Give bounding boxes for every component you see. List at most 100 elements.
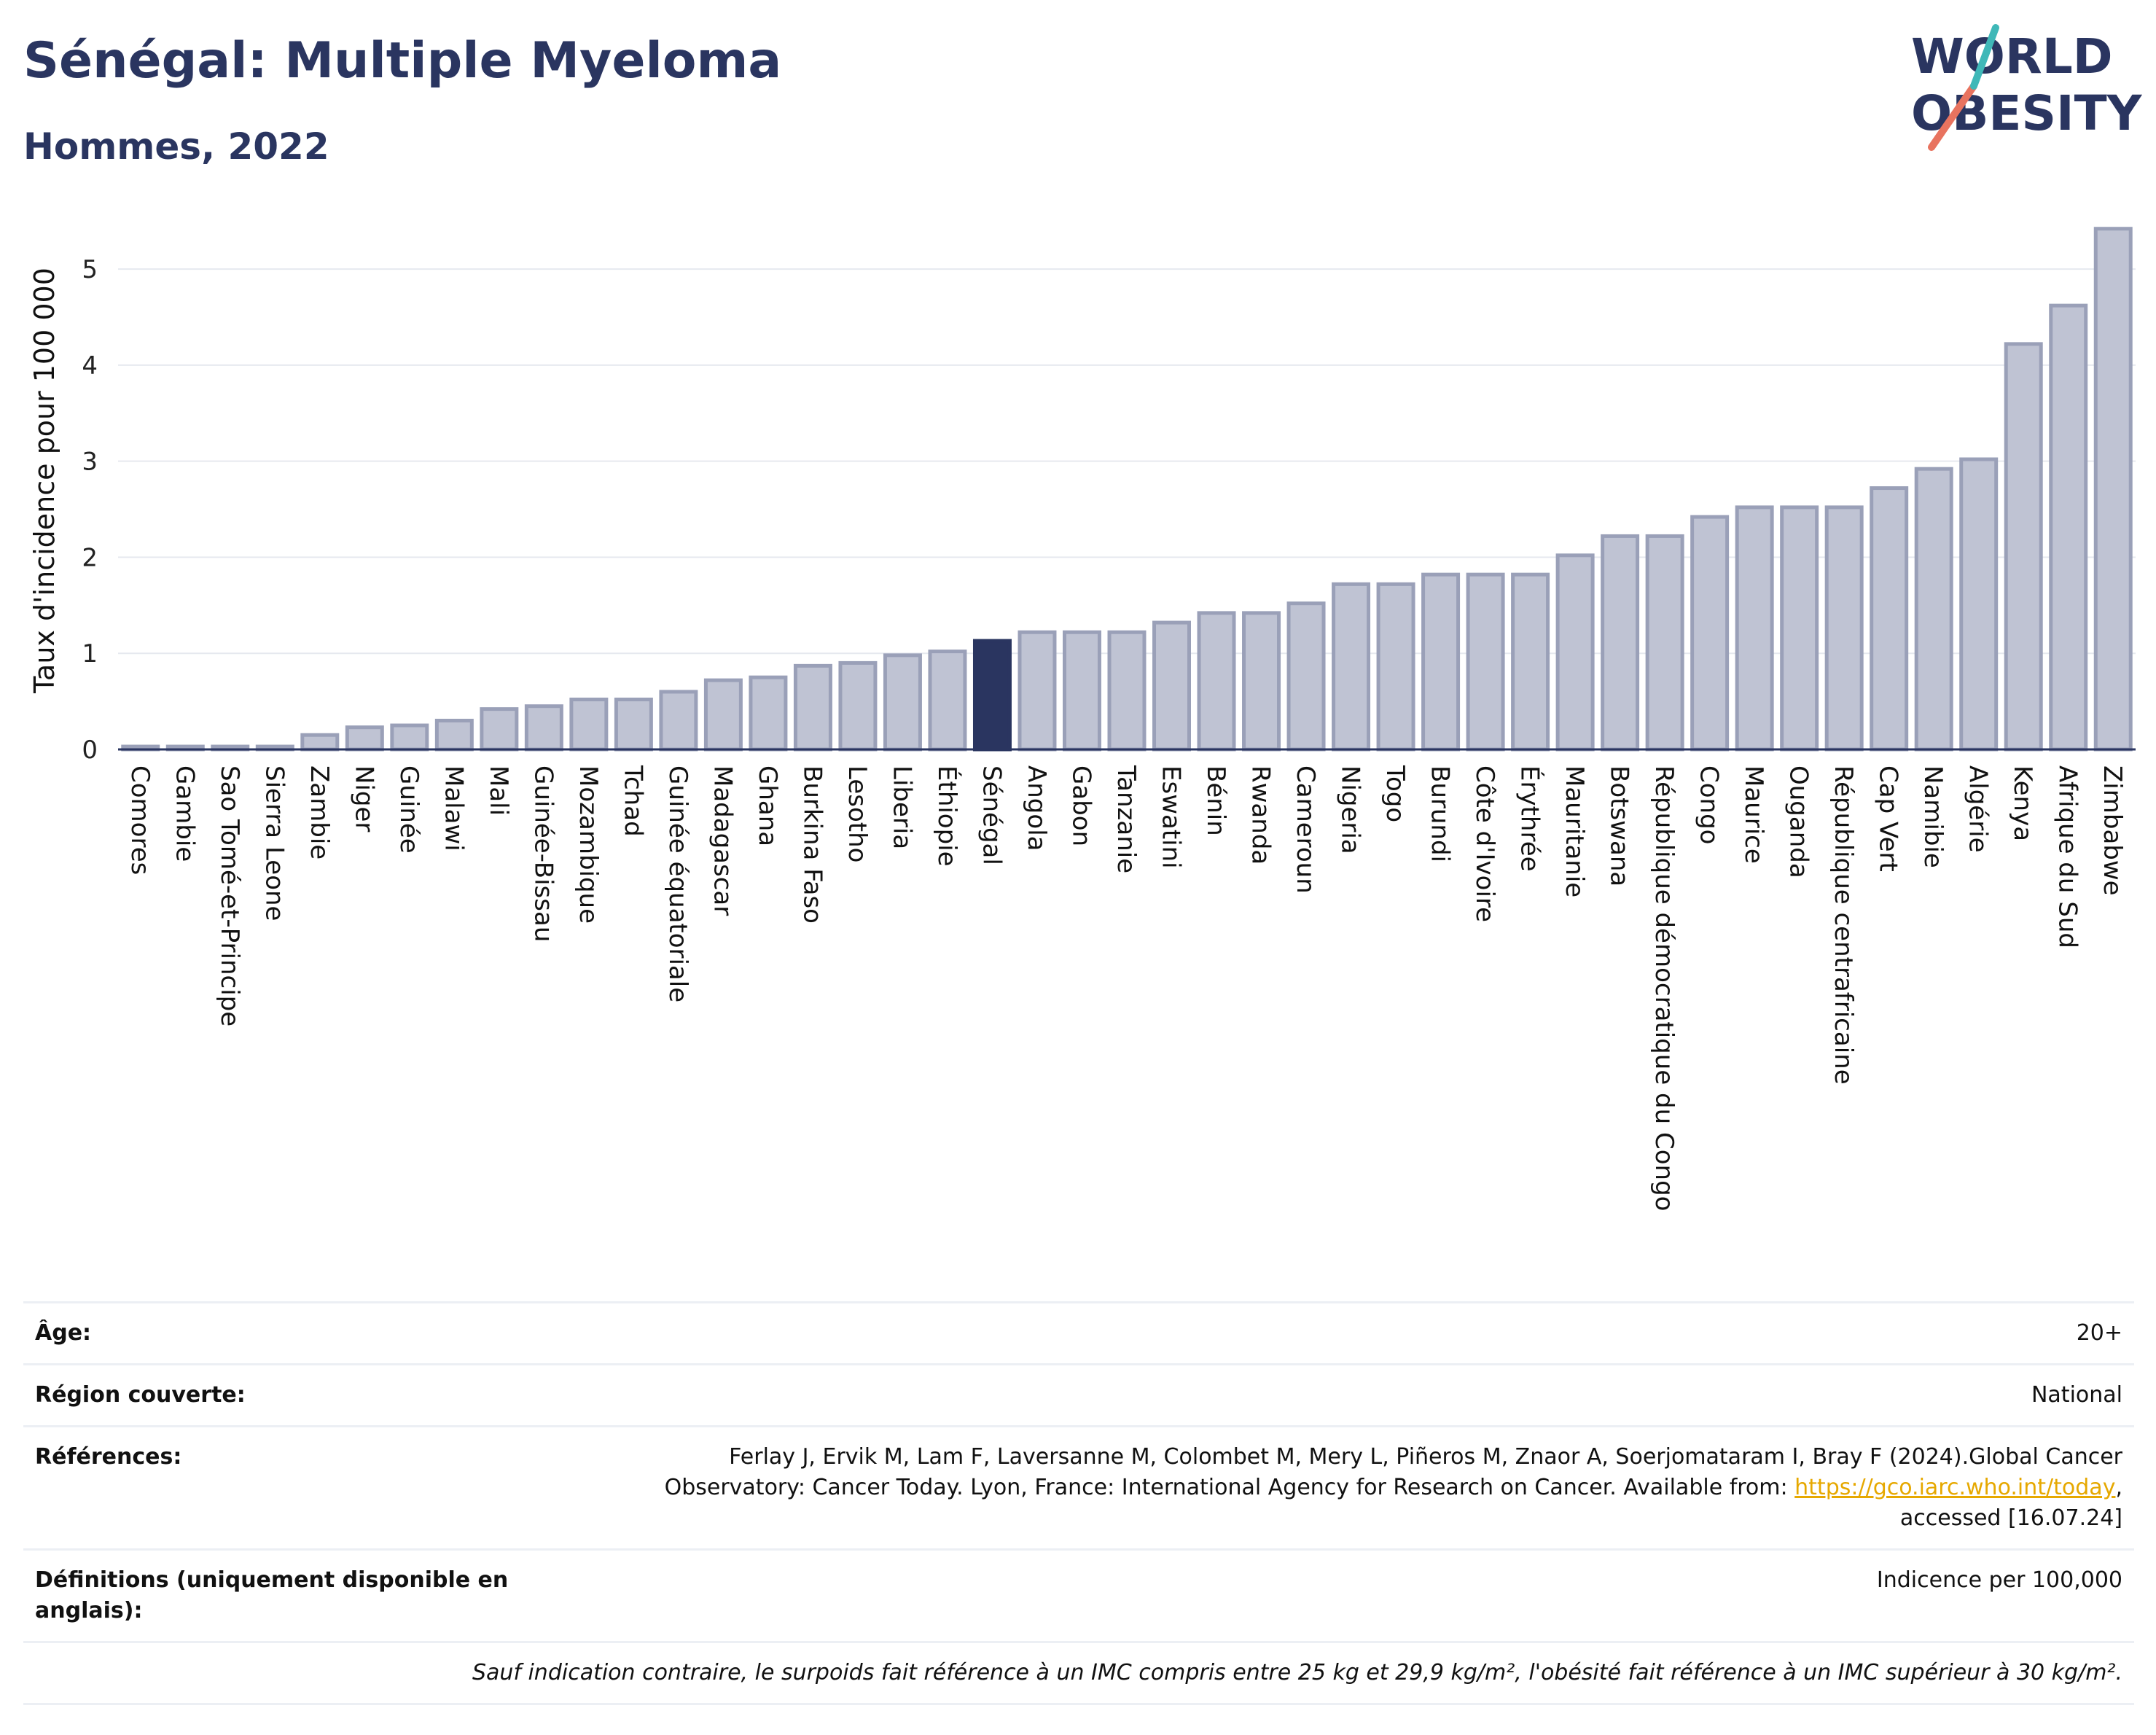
x-tick-label: Madagascar xyxy=(708,765,737,916)
bar xyxy=(1197,611,1236,752)
x-tick-label: Éthiopie xyxy=(932,765,962,867)
age-value: 20+ xyxy=(2076,1320,2122,1346)
x-tick-label: Namibie xyxy=(1918,765,1948,868)
x-tick-label: Rwanda xyxy=(1246,765,1276,865)
x-tick-label: Angola xyxy=(1022,765,1051,851)
x-tick-label: Gambie xyxy=(170,765,199,862)
bar xyxy=(972,639,1012,752)
x-axis-labels: Comores Gambie Sao Tomé-et-Principe Sierra … xyxy=(125,765,2127,1211)
info-row-age: Âge: 20+ xyxy=(23,1301,2134,1363)
bar xyxy=(703,678,743,752)
bar xyxy=(1376,582,1415,752)
bar xyxy=(1332,582,1371,752)
bar xyxy=(1018,630,1057,752)
references-label: Références: xyxy=(35,1444,182,1470)
x-tick-label: Algérie xyxy=(1964,765,1993,853)
x-tick-label: Zambie xyxy=(305,765,334,859)
y-tick-label: 3 xyxy=(82,448,98,477)
region-value: National xyxy=(2031,1382,2122,1408)
logo-text-obesity: OBESITY xyxy=(1911,85,2143,141)
logo-slash-lower xyxy=(1928,82,1977,151)
age-label: Âge: xyxy=(35,1320,92,1346)
bar xyxy=(1152,620,1192,752)
y-axis-label: Taux d'incidence pour 100 000 xyxy=(28,268,60,694)
references-text: Ferlay J, Ervik M, Lam F, Laversanne M, … xyxy=(664,1444,2122,1500)
bar xyxy=(2049,303,2088,752)
x-tick-label: Zimbabwe xyxy=(2098,765,2127,896)
x-tick-label: Burkina Faso xyxy=(797,765,827,924)
x-tick-label: Ghana xyxy=(753,765,782,846)
x-tick-label: Côte d'Ivoire xyxy=(1470,765,1499,922)
bar xyxy=(434,718,474,752)
x-tick-label: Nigeria xyxy=(1336,765,1365,854)
bar xyxy=(1645,534,1684,752)
x-tick-label: Sénégal xyxy=(977,765,1006,865)
footnote: Sauf indication contraire, le surpoids f… xyxy=(23,1641,2134,1705)
x-tick-label: République centrafricaine xyxy=(1829,765,1858,1085)
bar xyxy=(793,663,832,752)
x-tick-label: Comores xyxy=(125,765,155,875)
bar xyxy=(1959,457,1999,752)
bar xyxy=(345,725,384,752)
info-row-region: Région couverte: National xyxy=(23,1363,2134,1425)
bar xyxy=(1824,505,1864,752)
x-tick-label: Ouganda xyxy=(1784,765,1813,878)
references-tail: , accessed [16.07.24] xyxy=(1899,1475,2122,1531)
y-tick-label: 2 xyxy=(82,543,98,572)
x-tick-label: Bénin xyxy=(1201,765,1230,836)
references-value: Ferlay J, Ervik M, Lam F, Laversanne M, … xyxy=(592,1442,2122,1534)
bar xyxy=(1421,572,1461,752)
x-tick-label: Liberia xyxy=(887,765,916,849)
bars xyxy=(121,227,2133,752)
x-tick-label: Congo xyxy=(1695,765,1724,844)
y-tick-label: 5 xyxy=(82,255,98,284)
bar xyxy=(1286,601,1326,752)
x-tick-label: Tanzanie xyxy=(1112,765,1141,873)
bar xyxy=(1870,486,1909,752)
bar xyxy=(614,697,653,752)
bar xyxy=(1107,630,1147,752)
bar xyxy=(390,723,429,752)
x-tick-label: Cameroun xyxy=(1291,765,1320,894)
bar xyxy=(1690,515,1730,752)
bar xyxy=(1062,630,1101,752)
x-tick-label: Mauritanie xyxy=(1560,765,1589,897)
bar-chart: 0 1 2 3 4 5 Comores Gambie Sao Tomé-et-Principe… xyxy=(28,227,2136,1211)
chart-subtitle: Hommes, 2022 xyxy=(23,125,329,168)
y-axis-ticks: 0 1 2 3 4 5 xyxy=(82,255,98,765)
logo-text-world: WORLD xyxy=(1911,28,2113,85)
bar xyxy=(1511,572,1550,752)
definitions-label: Définitions (uniquement disponible en an… xyxy=(35,1567,509,1623)
x-tick-label: Mozambique xyxy=(574,765,603,924)
x-tick-label: Botswana xyxy=(1605,765,1634,886)
bar xyxy=(659,690,698,752)
y-tick-label: 1 xyxy=(82,639,98,668)
x-tick-label: Maurice xyxy=(1739,765,1768,864)
bar xyxy=(1780,505,1819,752)
bar xyxy=(1466,572,1505,752)
chart-title: Sénégal: Multiple Myeloma xyxy=(23,32,782,90)
bar xyxy=(883,653,922,752)
x-tick-label: Guinée équatoriale xyxy=(663,765,692,1002)
bar xyxy=(2004,342,2043,752)
bar xyxy=(1601,534,1640,752)
y-tick-label: 0 xyxy=(82,736,98,765)
definitions-value: Indicence per 100,000 xyxy=(1876,1567,2122,1593)
references-link[interactable]: https://gco.iarc.who.int/today xyxy=(1794,1475,2116,1500)
bar xyxy=(1735,505,1774,752)
x-tick-label: Lesotho xyxy=(843,765,872,862)
bar xyxy=(524,704,563,752)
x-tick-label: Niger xyxy=(349,765,378,832)
x-tick-label: Malawi xyxy=(439,765,468,851)
bar xyxy=(1914,467,1953,752)
x-tick-label: Eswatini xyxy=(1157,765,1186,869)
x-tick-label: Sao Tomé-et-Principe xyxy=(215,765,244,1026)
x-tick-label: Kenya xyxy=(2008,765,2037,841)
x-tick-label: Guinée-Bissau xyxy=(528,765,558,942)
x-tick-label: Mali xyxy=(484,765,513,816)
bar xyxy=(1242,611,1281,752)
world-obesity-logo: WORLD OBESITY xyxy=(1911,24,2143,151)
region-label: Région couverte: xyxy=(35,1382,246,1408)
info-table: Âge: 20+ Région couverte: National Référ… xyxy=(23,1301,2134,1705)
x-tick-label: Érythrée xyxy=(1515,765,1545,872)
